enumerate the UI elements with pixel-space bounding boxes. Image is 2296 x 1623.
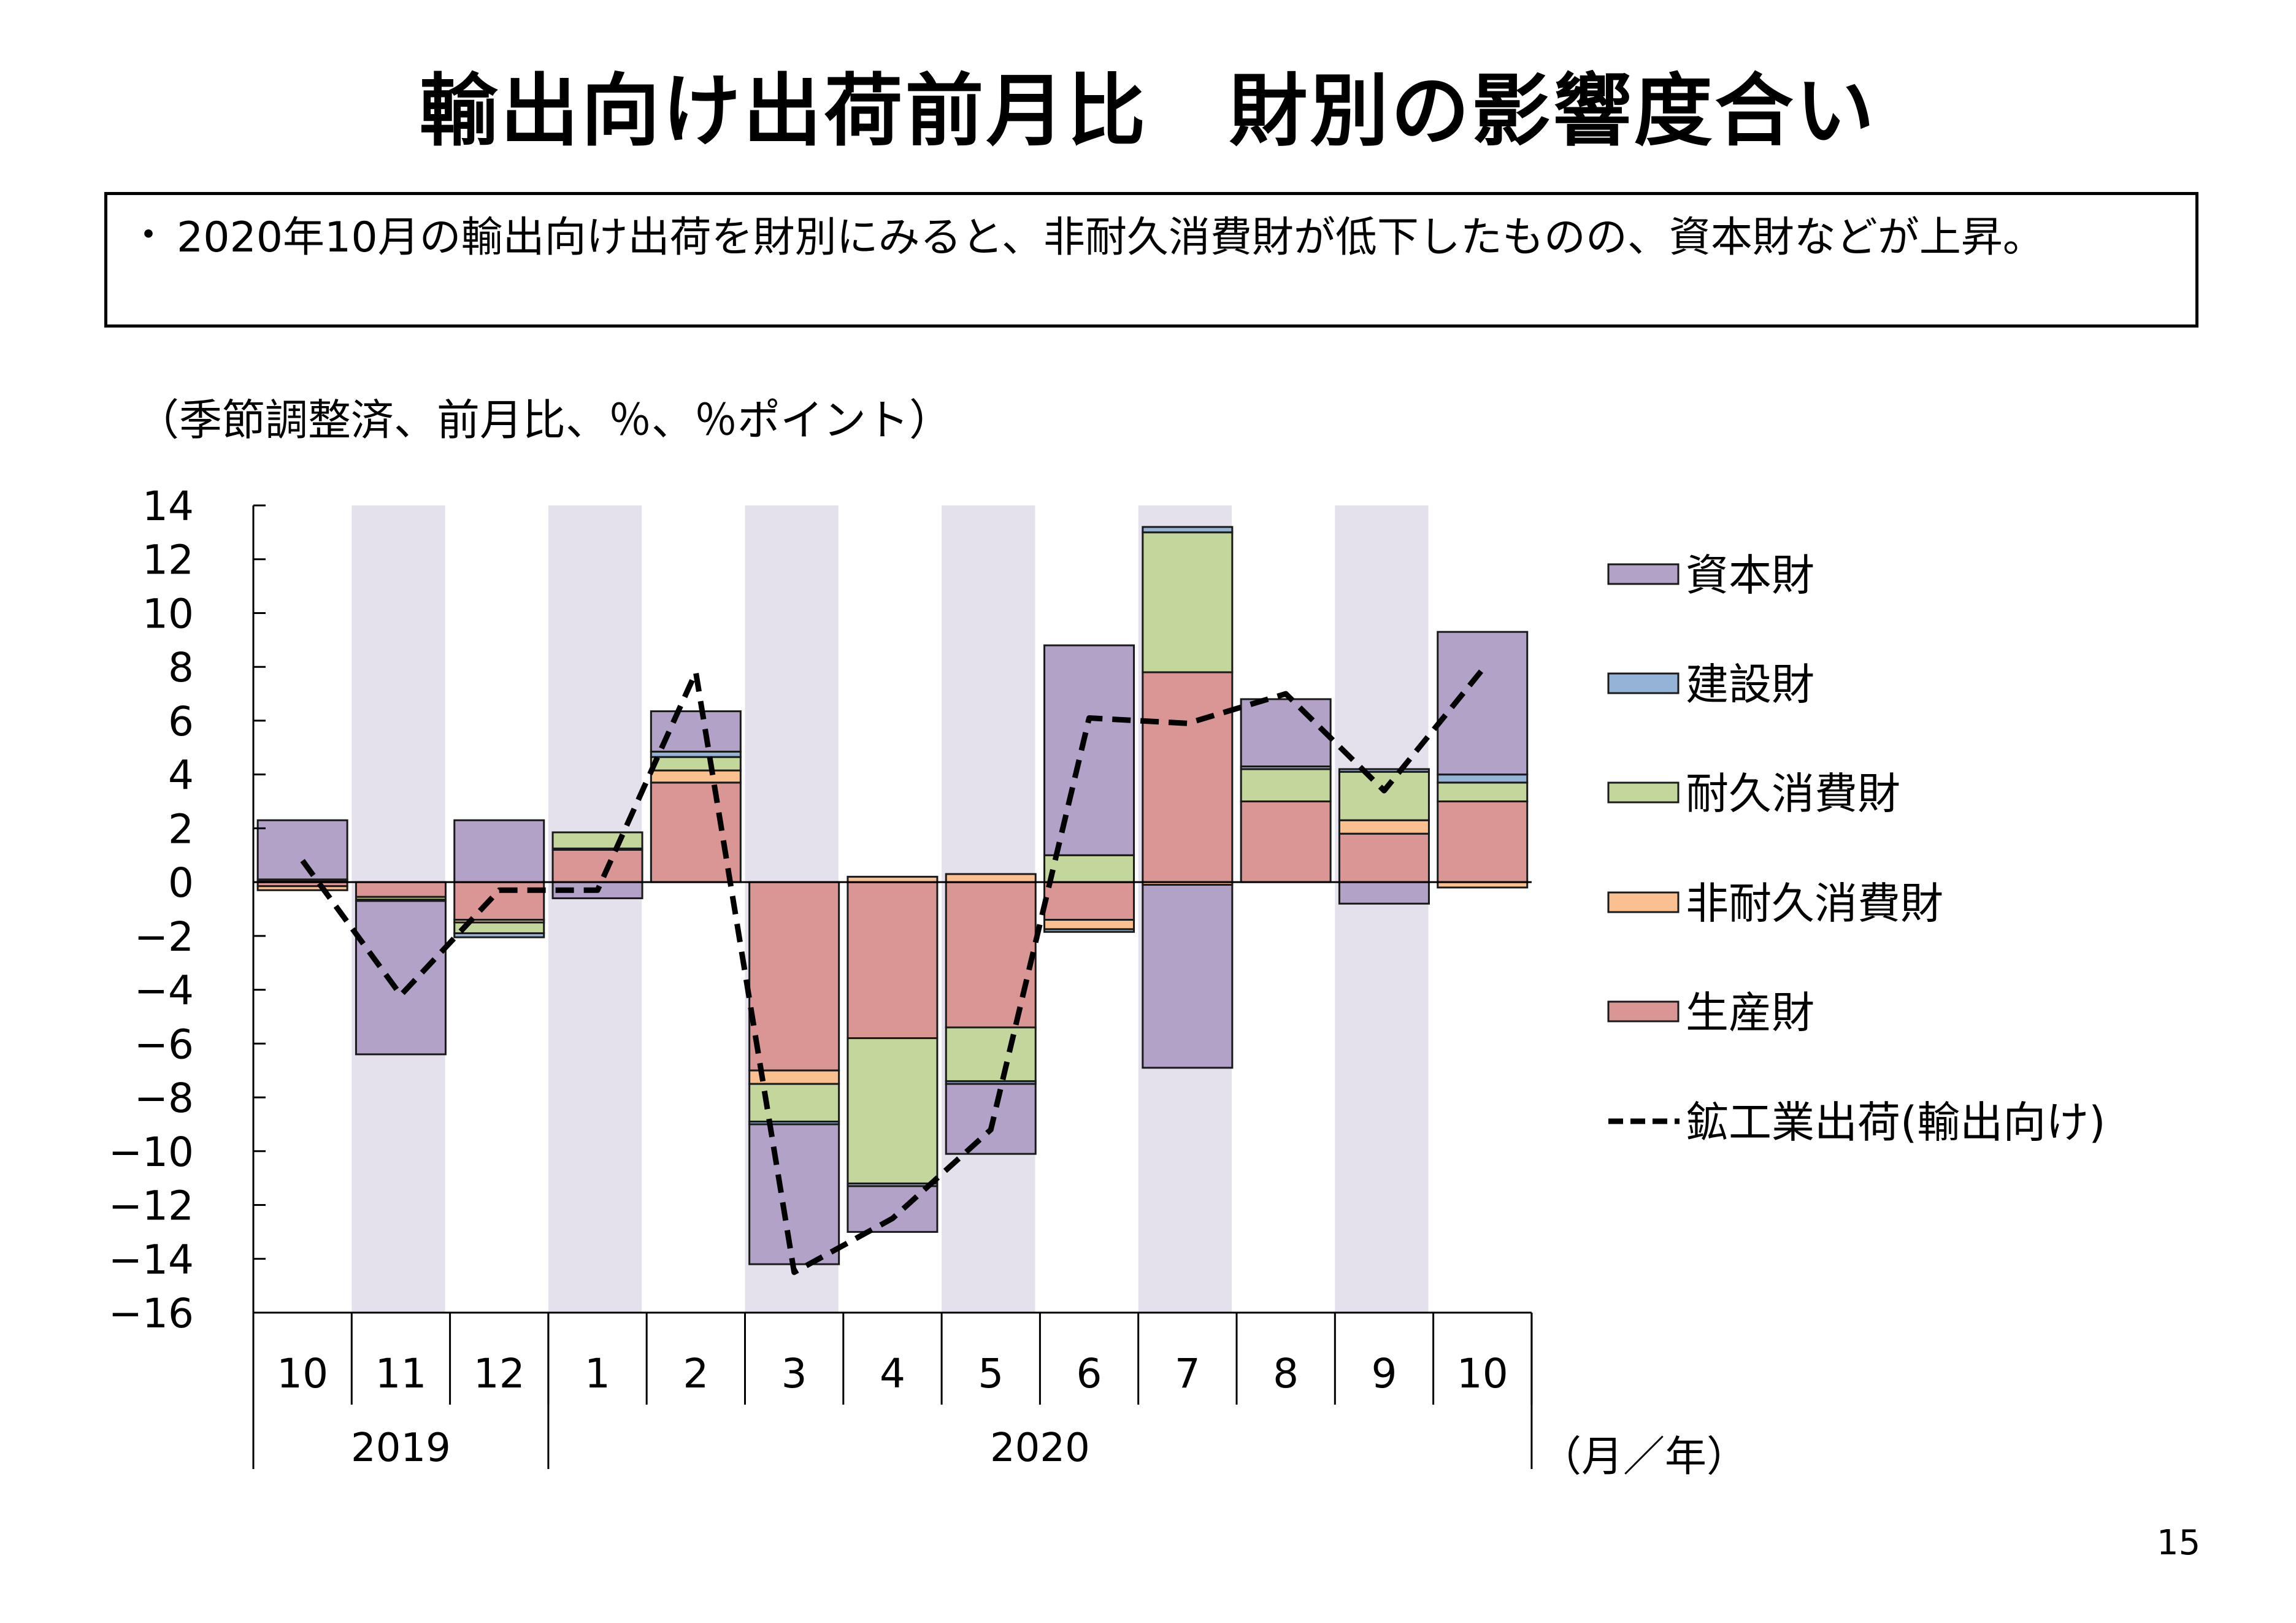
page-number: 15 <box>2157 1523 2201 1563</box>
x-tick-label: 6 <box>1077 1350 1102 1397</box>
legend-label: 資本財 <box>1686 550 1814 600</box>
bar-segment <box>1437 781 1529 803</box>
bar-segment <box>453 819 545 883</box>
bar-segment <box>355 900 447 1056</box>
legend-label: 生産財 <box>1686 988 1814 1038</box>
x-tick-label: 8 <box>1273 1350 1299 1397</box>
page-title: 輸出向け出荷前月比 財別の影響度合い <box>419 66 1877 157</box>
x-tick-label: 5 <box>978 1350 1004 1397</box>
x-tick-label: 10 <box>1457 1350 1508 1397</box>
x-tick-label: 7 <box>1175 1350 1200 1397</box>
bar-segment <box>1043 881 1135 921</box>
bar-segment <box>1043 644 1135 856</box>
y-tick-label: −2 <box>134 913 194 961</box>
y-tick-label: 0 <box>168 859 194 907</box>
bar-segment <box>256 885 348 891</box>
y-tick-label: 4 <box>168 752 194 799</box>
bar-segment <box>1437 800 1529 883</box>
bar-segment <box>1437 773 1529 784</box>
y-tick-label: −4 <box>134 967 194 1015</box>
y-tick-label: 12 <box>142 537 194 584</box>
bar-segment <box>945 873 1037 883</box>
bar-stacks <box>256 526 1529 1265</box>
shaded-band <box>1335 505 1429 1313</box>
x-tick-label: 4 <box>880 1350 905 1397</box>
bar-segment <box>650 769 742 784</box>
bar-segment <box>1043 928 1135 933</box>
y-tick-label: −10 <box>109 1129 194 1176</box>
y-tick-label: 2 <box>168 805 194 853</box>
x-tick-label: 3 <box>781 1350 807 1397</box>
bar-segment <box>847 1037 939 1184</box>
y-tick-label: −14 <box>109 1236 194 1283</box>
legend-swatch <box>1607 563 1680 585</box>
shaded-band <box>548 505 642 1313</box>
x-tick-label: 10 <box>277 1350 328 1397</box>
axes: 14 12 10 8 6 4 2 0 −2 −4 −6 −8 −10 −12 −14 −16 <box>109 483 1532 1337</box>
legend-swatch <box>1607 1000 1680 1023</box>
line-series <box>300 667 1485 1275</box>
bar-segment <box>1338 832 1430 883</box>
bar-segment <box>551 848 643 883</box>
y-tick-label: 10 <box>142 590 194 637</box>
bar-segment <box>1142 884 1234 1069</box>
x-tick-label: 2 <box>683 1350 708 1397</box>
legend-label: 非耐久消費財 <box>1686 878 1943 929</box>
bar-segment <box>748 1123 840 1265</box>
bar-segment <box>1043 919 1135 930</box>
y-tick-label: −16 <box>109 1290 194 1337</box>
unit-note: （季節調整済、前月比、％、％ポイント） <box>136 395 952 445</box>
bar-segment <box>748 1083 840 1123</box>
bar-segment <box>945 881 1037 1029</box>
x-tick-label: 1 <box>585 1350 610 1397</box>
x-tick-label: 11 <box>375 1350 426 1397</box>
line-point <box>695 672 696 673</box>
line-industrial-shipments <box>300 667 1485 1275</box>
legend-swatch <box>1607 891 1680 913</box>
bar-segment <box>847 1185 939 1233</box>
year-label: 2020 <box>990 1425 1090 1471</box>
legend-label: 鉱工業出荷(輸出向け) <box>1686 1097 2106 1148</box>
bar-segment <box>1338 819 1430 835</box>
bar-segment <box>1142 526 1234 534</box>
bar-segment <box>748 881 840 1072</box>
bar-segment <box>1142 671 1234 883</box>
bar-segment <box>945 1026 1037 1083</box>
legend-swatch <box>1607 672 1680 694</box>
bar-segment <box>1240 698 1332 768</box>
bar-segment <box>847 881 939 1040</box>
legend-label: 耐久消費財 <box>1686 769 1900 819</box>
summary-text: 2020年10月の輸出向け出荷を財別にみると、非耐久消費財が低下したものの、資本… <box>177 213 2045 262</box>
x-tick-label: 12 <box>474 1350 525 1397</box>
bar-segment <box>1437 631 1529 776</box>
y-tick-label: 6 <box>168 698 194 745</box>
bar-segment <box>355 881 447 898</box>
y-tick-label: 8 <box>168 644 194 691</box>
x-unit-label: （月／年） <box>1540 1433 1748 1481</box>
x-tick-label: 9 <box>1371 1350 1397 1397</box>
summary-bullet: ・ <box>129 213 168 258</box>
summary-box <box>104 192 2198 328</box>
bar-segment <box>453 932 545 938</box>
bar-segment <box>1240 768 1332 803</box>
bar-segment <box>1338 768 1430 773</box>
bar-segment <box>1142 531 1234 673</box>
y-tick-label: −8 <box>134 1075 194 1122</box>
bar-segment <box>551 831 643 850</box>
bar-segment <box>1338 881 1430 905</box>
bar-segment <box>1240 800 1332 883</box>
bar-segment <box>1338 770 1430 821</box>
year-label: 2019 <box>351 1425 451 1471</box>
y-tick-label: −6 <box>134 1021 194 1068</box>
bar-segment <box>650 781 742 883</box>
y-tick-label: −12 <box>109 1183 194 1230</box>
bar-segment <box>650 756 742 772</box>
y-tick-label: 14 <box>142 483 194 530</box>
legend-label: 建設財 <box>1686 659 1814 710</box>
bar-segment <box>256 819 348 881</box>
legend-swatch <box>1607 781 1680 804</box>
